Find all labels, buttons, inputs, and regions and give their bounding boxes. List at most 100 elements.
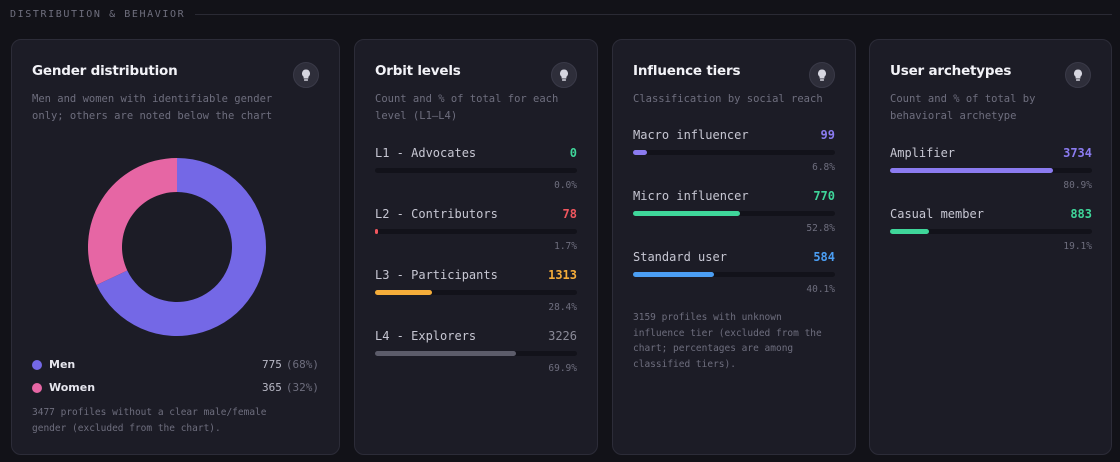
metric-value: 770 [813,189,835,203]
metric-label: Casual member [890,207,984,221]
metric-row[interactable]: L2 - Contributors 78 1.7% [375,207,577,252]
legend-item-men[interactable]: Men 775 (68%) [32,358,319,371]
metric-value: 3734 [1063,146,1092,160]
card-title: Influence tiers [633,63,741,79]
progress-track [890,168,1092,173]
metric-percent: 0.0% [554,180,577,191]
progress-fill [633,272,714,277]
metric-row[interactable]: L3 - Participants 1313 28.4% [375,268,577,313]
subtitle-line: level (L1–L4) [375,110,458,122]
metric-label: L4 - Explorers [375,329,477,343]
metric-row-header: Casual member 883 [890,207,1092,221]
progress-fill [375,229,379,234]
subtitle-line: only; others are noted below the chart [32,110,273,122]
metric-percent: 28.4% [548,302,577,313]
insight-button[interactable] [809,62,835,88]
subtitle-line: behavioral archetype [890,110,1017,122]
metric-value: 78 [562,207,577,221]
legend-count: 775 [262,358,282,371]
progress-fill [375,290,433,295]
metric-row-header: Standard user 584 [633,250,835,264]
metric-row-header: Micro influencer 770 [633,189,835,203]
metric-percent: 69.9% [548,363,577,374]
metric-percent: 1.7% [554,241,577,252]
insight-button[interactable] [293,62,319,88]
metric-row-header: Amplifier 3734 [890,146,1092,160]
progress-track [375,351,577,356]
card-subtitle: Men and women with identifiable gender o… [32,91,272,125]
metric-row-header: Macro influencer 99 [633,128,835,142]
card-title: Gender distribution [32,63,178,79]
donut-slice-men[interactable] [96,158,267,336]
metric-row-header: L1 - Advocates 0 [375,146,577,160]
metric-percent: 40.1% [806,284,835,295]
metric-row[interactable]: Casual member 883 19.1% [890,207,1092,252]
card-subtitle: Classification by social reach [633,91,823,108]
subtitle-line: Count and % of total by [890,93,1036,105]
legend-label: Women [49,381,96,394]
section-title: DISTRIBUTION & BEHAVIOR [10,9,186,20]
note-line: classified tiers). [633,358,736,370]
metric-percent: 6.8% [812,162,835,173]
section-divider [195,14,1112,15]
subtitle-line: Count and % of total for each [375,93,559,105]
metric-value: 3226 [548,329,577,343]
legend-label: Men [49,358,76,371]
metric-value: 1313 [548,268,577,282]
subtitle-line: Men and women with identifiable gender [32,93,273,105]
insight-button[interactable] [551,62,577,88]
lightbulb-icon [818,69,826,81]
metric-row-header: L2 - Contributors 78 [375,207,577,221]
card-subtitle: Count and % of total by behavioral arche… [890,91,1035,125]
subtitle-line: Classification by social reach [633,93,823,105]
metric-row[interactable]: Amplifier 3734 80.9% [890,146,1092,191]
progress-track [633,150,835,155]
metric-label: Macro influencer [633,128,749,142]
metric-label: L3 - Participants [375,268,498,282]
progress-track [375,168,577,173]
section-header: DISTRIBUTION & BEHAVIOR [10,9,1112,20]
metric-row-header: L4 - Explorers 3226 [375,329,577,343]
metric-value: 99 [820,128,835,142]
metric-label: L2 - Contributors [375,207,498,221]
progress-fill [633,211,740,216]
note-line: 3477 profiles without a clear male/femal… [32,407,267,418]
progress-track [375,229,577,234]
legend-count: 365 [262,381,282,394]
note-line: 3159 profiles with unknown [633,312,782,323]
metric-row[interactable]: Standard user 584 40.1% [633,250,835,295]
card-subtitle: Count and % of total for each level (L1–… [375,91,558,125]
metric-percent: 52.8% [806,223,835,234]
user-archetypes-card: User archetypes Count and % of total by … [869,39,1112,455]
gender-distribution-card: Gender distribution Men and women with i… [11,39,340,455]
legend-item-women[interactable]: Women 365 (32%) [32,381,319,394]
metric-value: 0 [569,146,577,160]
metric-row[interactable]: Macro influencer 99 6.8% [633,128,835,173]
progress-fill [890,168,1054,173]
progress-track [890,229,1092,234]
excluded-note: 3477 profiles without a clear male/femal… [32,405,267,436]
gender-donut-chart [88,158,267,336]
donut-slice-women[interactable] [88,158,177,285]
card-title: User archetypes [890,63,1012,79]
legend-swatch [32,382,42,393]
metric-label: L1 - Advocates [375,146,477,160]
legend-percent: (68%) [285,358,319,371]
lightbulb-icon [302,69,310,81]
metric-value: 584 [813,250,835,264]
insight-button[interactable] [1065,62,1091,88]
progress-track [375,290,577,295]
metric-percent: 19.1% [1063,241,1092,252]
note-line: gender (excluded from the chart). [32,422,221,434]
metric-label: Micro influencer [633,189,749,203]
metric-percent: 80.9% [1063,180,1092,191]
progress-fill [633,150,647,155]
progress-fill [890,229,929,234]
note-line: influence tier (excluded from the [633,327,822,339]
progress-track [633,272,835,277]
metric-row[interactable]: L4 - Explorers 3226 69.9% [375,329,577,374]
metric-row[interactable]: L1 - Advocates 0 0.0% [375,146,577,191]
metric-row[interactable]: Micro influencer 770 52.8% [633,189,835,234]
metric-label: Amplifier [890,146,956,160]
orbit-levels-card: Orbit levels Count and % of total for ea… [354,39,598,455]
